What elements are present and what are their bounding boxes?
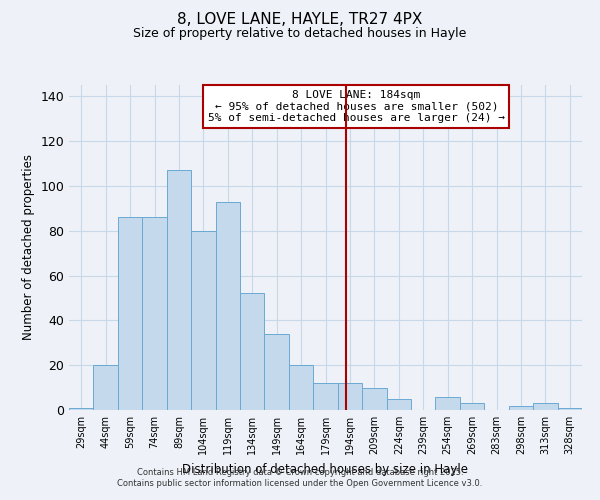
Bar (118, 217, 142, 410)
Bar (386, 399, 411, 410)
Bar (557, 408, 582, 410)
Bar (69, 408, 94, 410)
Text: Size of property relative to detached houses in Hayle: Size of property relative to detached ho… (133, 28, 467, 40)
Text: 8 LOVE LANE: 184sqm
← 95% of detached houses are smaller (502)
5% of semi-detach: 8 LOVE LANE: 184sqm ← 95% of detached ho… (208, 90, 505, 123)
Text: Contains HM Land Registry data © Crown copyright and database right 2025.
Contai: Contains HM Land Registry data © Crown c… (118, 468, 482, 487)
Y-axis label: Number of detached properties: Number of detached properties (22, 154, 35, 340)
Bar (289, 365, 313, 410)
Bar (460, 404, 484, 410)
Bar (313, 383, 338, 410)
Bar (436, 396, 460, 410)
Bar (94, 365, 118, 410)
Bar (533, 404, 557, 410)
Bar (338, 383, 362, 410)
X-axis label: Distribution of detached houses by size in Hayle: Distribution of detached houses by size … (182, 462, 469, 475)
Bar (142, 217, 167, 410)
Bar (509, 406, 533, 410)
Text: 8, LOVE LANE, HAYLE, TR27 4PX: 8, LOVE LANE, HAYLE, TR27 4PX (178, 12, 422, 28)
Bar (362, 388, 386, 410)
Bar (215, 202, 240, 410)
Bar (167, 170, 191, 410)
Bar (240, 294, 265, 410)
Bar (265, 334, 289, 410)
Bar (191, 230, 215, 410)
